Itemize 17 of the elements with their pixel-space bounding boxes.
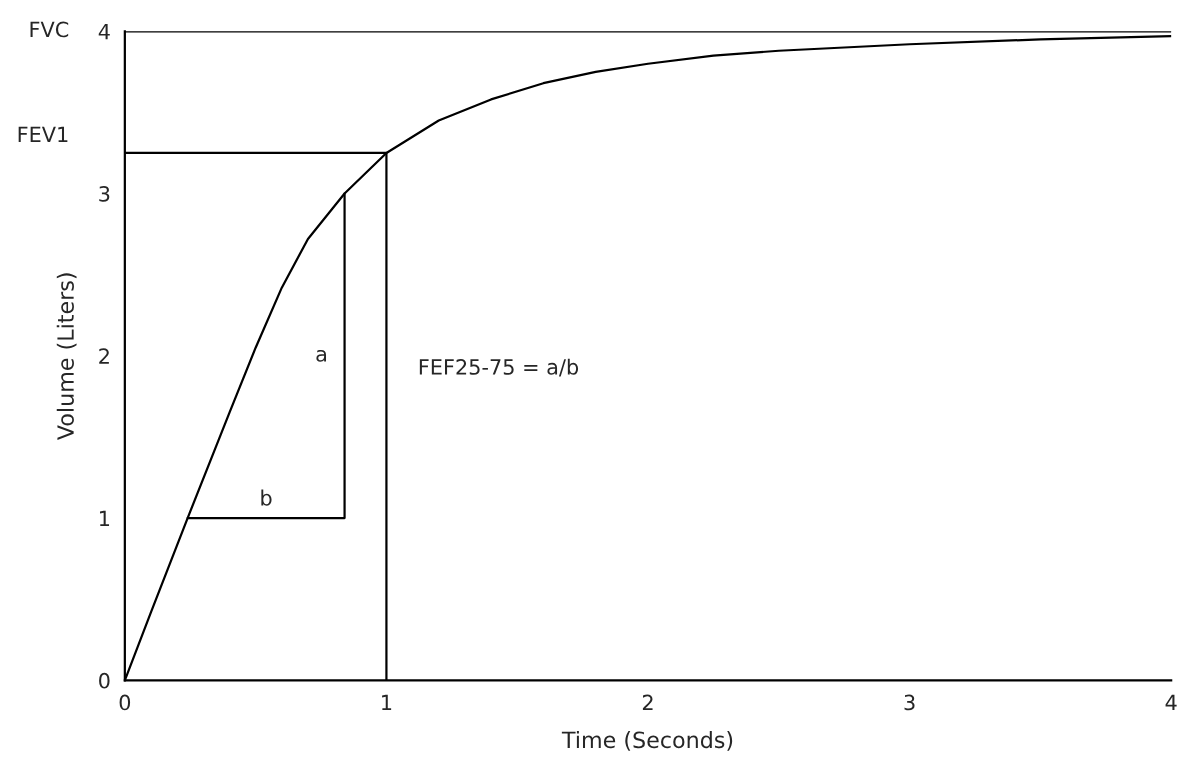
x-tick-label: 4	[1165, 694, 1177, 711]
y-tick-label: 3	[99, 186, 110, 202]
annotation: FEV1	[18, 126, 68, 143]
y-axis-title: Volume (Liters)	[56, 273, 77, 440]
y-tick-label: 2	[99, 348, 109, 364]
y-tick-label: 0	[99, 672, 110, 689]
x-axis-title: Time (Seconds)	[561, 731, 733, 751]
annotation: FEF25-75 = a/b	[419, 358, 579, 377]
x-tick-label: 1	[382, 694, 392, 711]
y-tick-label: 4	[98, 24, 110, 40]
annotation: a	[316, 349, 327, 362]
x-tick-label: 0	[119, 694, 131, 711]
ref-line-label: FVC	[30, 21, 69, 38]
y-tick-label: 1	[99, 510, 110, 526]
x-tick-label: 2	[642, 694, 653, 711]
x-tick-label: 3	[904, 694, 915, 711]
annotation: b	[261, 489, 272, 506]
